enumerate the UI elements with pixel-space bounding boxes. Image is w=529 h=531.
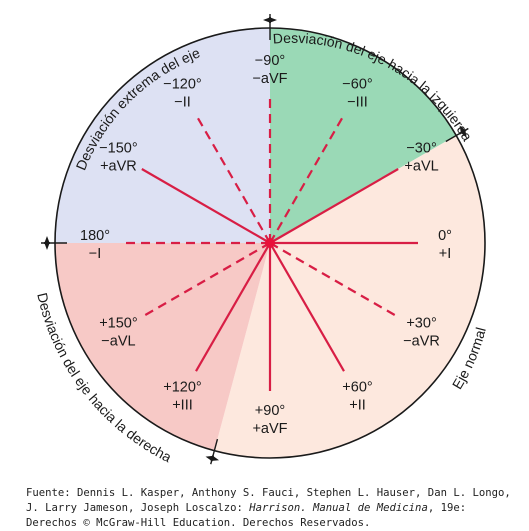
lead-name-label: +I xyxy=(439,246,452,262)
lead-label-90-avf: −90° −aVF xyxy=(252,53,287,87)
boundary-arrow xyxy=(44,236,50,244)
boundary-arrow xyxy=(269,17,277,23)
lead-degree-label: +150° xyxy=(99,316,137,332)
lead-name-label: −aVR xyxy=(403,334,440,350)
lead-label-0-i: 0° +I xyxy=(438,228,452,262)
lead-name-label: −aVL xyxy=(101,334,135,350)
lead-labels: 0° +I +30° −aVR +60° +II +90° +aVF +120° +III +150… xyxy=(80,53,452,437)
lead-degree-label: −90° xyxy=(255,53,285,69)
source-caption: Fuente: Dennis L. Kasper, Anthony S. Fau… xyxy=(26,486,516,531)
lead-line-120-ii xyxy=(195,114,271,244)
lead-label-60-iii: −60° −III xyxy=(342,76,372,110)
lead-label-120-iii: +120° +III xyxy=(163,380,201,414)
region-dividers xyxy=(41,14,469,465)
hexaxial-reference-diagram: 0° +I +30° −aVR +60° +II +90° +aVF +120° +III +150… xyxy=(34,14,489,465)
lead-label-60-ii: +60° +II xyxy=(342,380,372,414)
lead-label-30-avl: −30° +aVL xyxy=(404,141,438,175)
lead-degree-label: +60° xyxy=(342,380,372,396)
lead-label-180-i: 180° −I xyxy=(80,228,110,262)
lead-line-60-iii xyxy=(269,114,345,244)
lead-degree-label: 0° xyxy=(438,228,452,244)
lead-label-120-ii: −120° −II xyxy=(163,76,201,110)
center-dot xyxy=(265,238,275,248)
lead-degree-label: +30° xyxy=(406,316,436,332)
region-eje-normal xyxy=(214,135,485,458)
lead-degree-label: −60° xyxy=(342,76,372,92)
lead-name-label: −III xyxy=(347,94,368,110)
lead-degree-label: −30° xyxy=(406,141,436,157)
caption-suffix: , 19e: Derechos © McGraw-Hill Education.… xyxy=(26,502,467,529)
lead-name-label: −I xyxy=(89,246,102,262)
region-desviacion-extrema-del-eje xyxy=(55,28,270,243)
lead-line-150-avr xyxy=(141,168,271,244)
region-desviacion-del-eje-hacia-la-izquierda xyxy=(270,28,457,243)
lead-name-label: +II xyxy=(349,398,366,414)
lead-name-label: +aVF xyxy=(252,421,287,437)
lead-label-30-avr: +30° −aVR xyxy=(403,316,440,350)
lead-name-label: +aVR xyxy=(100,159,137,175)
lead-degree-label: −120° xyxy=(163,76,201,92)
lead-label-90-avf: +90° +aVF xyxy=(252,403,287,437)
lead-name-label: −aVF xyxy=(252,71,287,87)
lead-degree-label: +120° xyxy=(163,380,201,396)
lead-name-label: +aVL xyxy=(404,159,438,175)
lead-lines xyxy=(122,95,418,391)
lead-label-150-avr: −150° +aVR xyxy=(99,141,137,175)
caption-book-title: Harrison. Manual de Medicina xyxy=(249,502,428,514)
boundary-arrow xyxy=(205,455,215,462)
lead-name-label: +III xyxy=(172,398,193,414)
boundary-arrow xyxy=(460,129,467,138)
lead-degree-label: +90° xyxy=(255,403,285,419)
lead-degree-label: −150° xyxy=(99,141,137,157)
lead-line-30-avr xyxy=(269,242,399,318)
lead-line-150-avl xyxy=(141,242,271,318)
axis-regions xyxy=(55,28,485,458)
lead-line-60-ii xyxy=(269,242,345,372)
lead-line-120-iii xyxy=(195,242,271,372)
lead-label-150-avl: +150° −aVL xyxy=(99,316,137,350)
region-desviacion-del-eje-hacia-la-derecha xyxy=(55,243,270,451)
lead-name-label: −II xyxy=(174,94,191,110)
lead-degree-label: 180° xyxy=(80,228,110,244)
caption-prefix: Fuente: Dennis L. Kasper, Anthony S. Fau… xyxy=(26,487,511,514)
lead-line-30-avl xyxy=(269,168,399,244)
